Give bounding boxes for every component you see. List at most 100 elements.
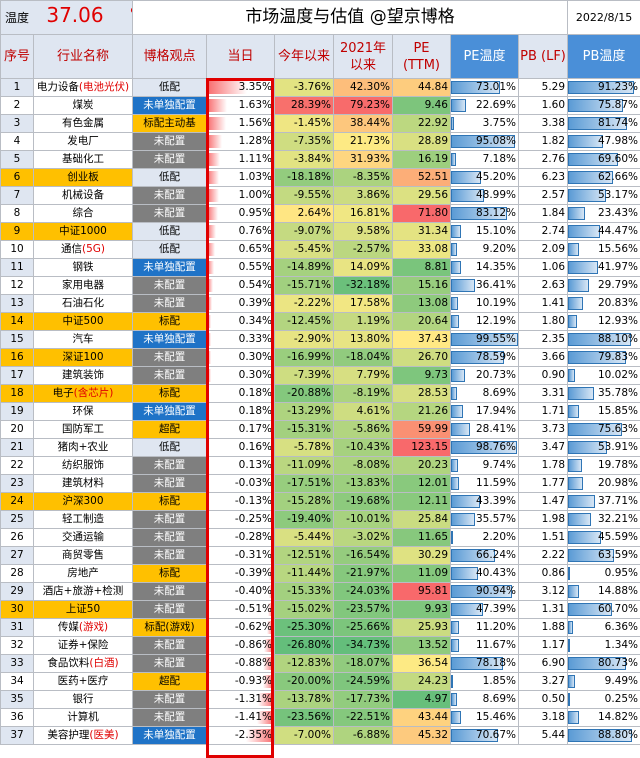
- industry-label: 房地产: [67, 567, 99, 579]
- view-badge: 低配: [132, 438, 207, 457]
- pe-value: 9.46: [392, 96, 451, 115]
- pb-value: 2.22: [517, 546, 569, 565]
- industry-label: 猪肉+农业: [57, 441, 109, 453]
- ytd-change: -7.35%: [274, 132, 334, 151]
- pe-value: 11.65: [392, 528, 451, 547]
- pe-temperature-bar: [451, 603, 483, 616]
- day-change-bar: [272, 495, 274, 508]
- day-change-bar: [207, 405, 210, 418]
- pe-temperature-value: 11.67%: [475, 639, 516, 651]
- pb-value: 1.84: [517, 204, 569, 223]
- table-row: 33 食品饮料(白酒) 未配置 -0.88% -12.83% -18.07% 36.54 78…: [0, 654, 640, 673]
- pe-temperature-bar: [451, 567, 479, 580]
- day-change-value: 1.03%: [238, 171, 272, 183]
- since2021-change: -13.83%: [333, 474, 393, 493]
- pe-temperature-bar: [451, 81, 500, 94]
- day-change-value: 3.35%: [238, 81, 272, 93]
- pe-temperature-value: 11.59%: [475, 477, 516, 489]
- pb-temperature: 9.49%: [567, 672, 640, 691]
- day-change-bar: [207, 441, 209, 454]
- pe-temperature-bar: [451, 459, 458, 472]
- pb-temperature: 63.59%: [567, 546, 640, 565]
- pb-temperature: 1.34%: [567, 636, 640, 655]
- day-change: -0.88%: [206, 654, 275, 673]
- day-change: -1.41%: [206, 708, 275, 727]
- industry-label: 环保: [72, 405, 94, 417]
- table-row: 6 创业板 低配 1.03% -18.18% -8.35% 52.51 45.20% 6.23 6…: [0, 168, 640, 187]
- since2021-change: 31.93%: [333, 150, 393, 169]
- pe-temperature-value: 17.94%: [475, 405, 516, 417]
- pb-temperature-value: 44.47%: [597, 225, 639, 237]
- sheet-date: 2022/8/15: [567, 0, 640, 35]
- pb-temperature-bar: [568, 279, 590, 292]
- ytd-change: -14.89%: [274, 258, 334, 277]
- pe-temperature: 22.69%: [450, 96, 519, 115]
- row-number: 3: [0, 114, 34, 133]
- day-change-value: 1.00%: [238, 189, 272, 201]
- pe-temperature-bar: [451, 513, 475, 526]
- pe-temperature: 35.57%: [450, 510, 519, 529]
- pe-temperature: 8.69%: [450, 384, 519, 403]
- day-change-value: 0.17%: [238, 423, 272, 435]
- day-change-bar: [207, 423, 210, 436]
- industry-name: 环保: [33, 402, 133, 421]
- industry-label: 建筑材料: [62, 477, 104, 489]
- pe-temperature: 1.85%: [450, 672, 519, 691]
- pb-temperature-bar: [568, 729, 632, 742]
- pe-temperature-value: 20.73%: [475, 369, 516, 381]
- ytd-change: -5.45%: [274, 240, 334, 259]
- pe-temperature-value: 15.10%: [475, 225, 516, 237]
- pe-value: 13.52: [392, 636, 451, 655]
- pb-value: 6.90: [517, 654, 569, 673]
- day-change-value: -1.31%: [234, 693, 272, 705]
- day-change-bar: [207, 387, 210, 400]
- row-number: 29: [0, 582, 34, 601]
- day-change-bar: [267, 603, 274, 616]
- view-badge: 超配: [132, 420, 207, 439]
- pb-value: 0.86: [517, 564, 569, 583]
- row-number: 11: [0, 258, 34, 277]
- row-number: 26: [0, 528, 34, 547]
- industry-name: 煤炭: [33, 96, 133, 115]
- pe-temperature-value: 83.12%: [475, 207, 516, 219]
- since2021-change: -32.18%: [333, 276, 393, 295]
- col-no: 序号: [0, 34, 34, 79]
- pb-value: 2.74: [517, 222, 569, 241]
- pe-value: 4.97: [392, 690, 451, 709]
- table-row: 21 猪肉+农业 低配 0.16% -5.78% -10.43% 123.15 98.76% 3…: [0, 438, 640, 457]
- industry-label: 美容护理: [47, 729, 90, 741]
- pb-temperature-value: 20.83%: [597, 297, 639, 309]
- ytd-change: -23.56%: [274, 708, 334, 727]
- pe-temperature-value: 73.01%: [475, 81, 516, 93]
- pe-temperature-value: 98.76%: [475, 441, 516, 453]
- col-industry: 行业名称: [33, 34, 133, 79]
- day-change-value: 1.56%: [238, 117, 272, 129]
- pb-temperature-bar: [568, 351, 626, 364]
- table-row: 5 基础化工 未配置 1.11% -3.84% 31.93% 16.19 7.18% 2.76 6…: [0, 150, 640, 169]
- view-badge: 标配: [132, 564, 207, 583]
- header-row: 温度 37.06 ℃ 市场温度与估值 @望京博格 2022/8/15: [0, 0, 640, 35]
- day-change: 1.11%: [206, 150, 275, 169]
- industry-label: 基础化工: [62, 153, 104, 165]
- ytd-change: -3.84%: [274, 150, 334, 169]
- pb-temperature-value: 23.43%: [597, 207, 639, 219]
- pb-temperature: 79.83%: [567, 348, 640, 367]
- ytd-change: -12.51%: [274, 546, 334, 565]
- table-row: 9 中证1000 低配 0.76% -9.07% 9.58% 31.34 15.10% 2.74…: [0, 222, 640, 241]
- pb-temperature: 29.79%: [567, 276, 640, 295]
- day-change-bar: [207, 171, 220, 184]
- view-badge: 超配: [132, 672, 207, 691]
- ytd-change: 2.64%: [274, 204, 334, 223]
- pb-value: 3.18: [517, 708, 569, 727]
- pe-temperature-value: 48.99%: [475, 189, 516, 201]
- day-change-value: 0.54%: [238, 279, 272, 291]
- pb-value: 3.47: [517, 438, 569, 457]
- industry-label: 酒店+旅游+检测: [42, 585, 124, 597]
- pe-temperature-bar: [451, 297, 458, 310]
- industry-label: 电子: [52, 387, 74, 399]
- pb-temperature-value: 47.98%: [597, 135, 639, 147]
- industry-name: 基础化工: [33, 150, 133, 169]
- pe-temperature: 48.99%: [450, 186, 519, 205]
- industry-label: 国防军工: [62, 423, 104, 435]
- sheet-title: 市场温度与估值 @望京博格: [131, 0, 569, 35]
